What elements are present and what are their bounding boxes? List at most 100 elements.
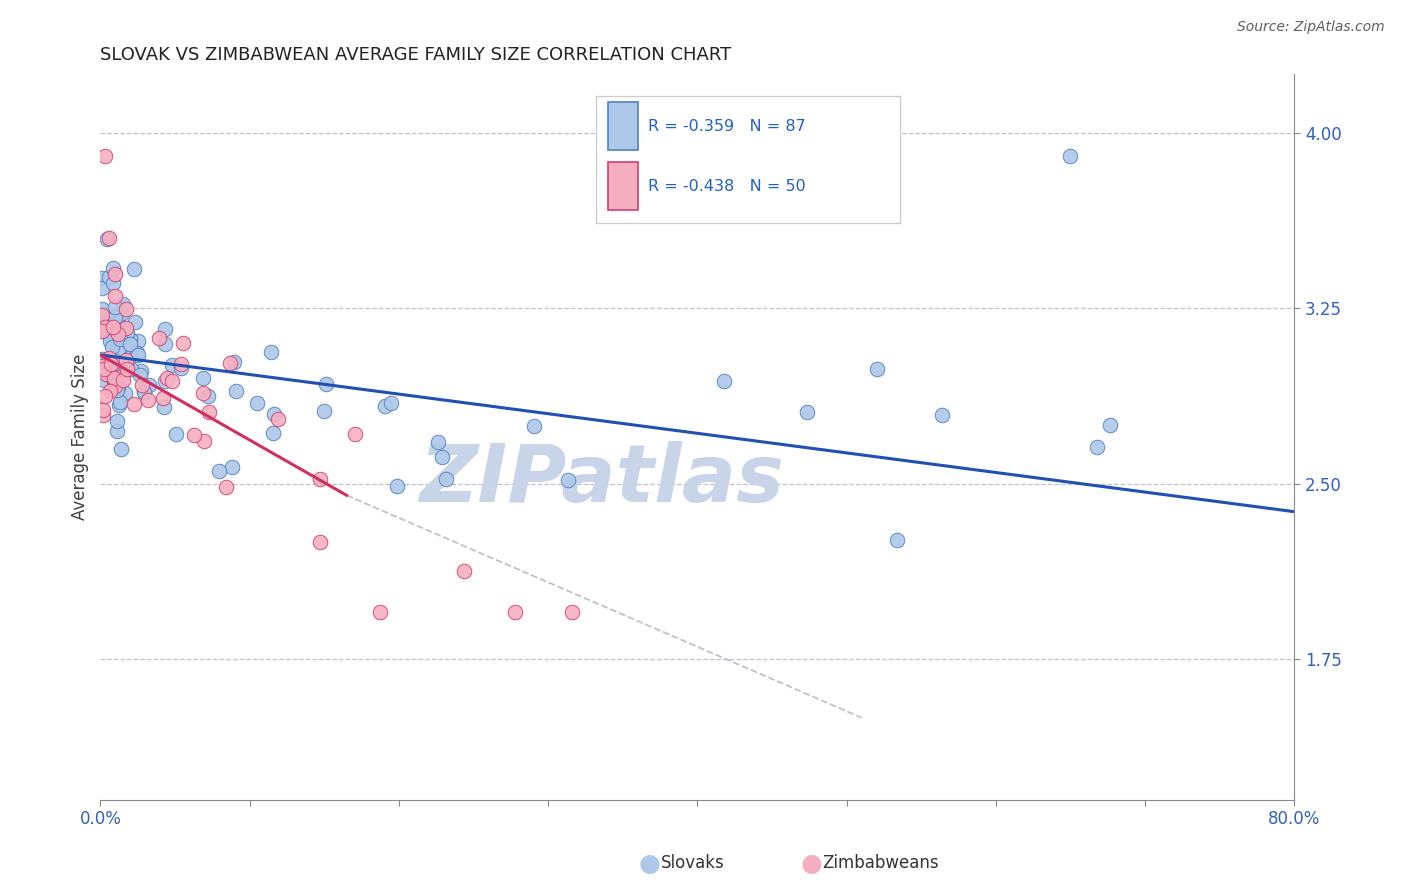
Text: SLOVAK VS ZIMBABWEAN AVERAGE FAMILY SIZE CORRELATION CHART: SLOVAK VS ZIMBABWEAN AVERAGE FAMILY SIZE… (100, 46, 731, 64)
Point (796, 405, 818, 419)
Point (120, 332, 142, 346)
Point (315, 376, 337, 391)
Point (153, 400, 176, 414)
Point (104, 353, 127, 368)
Point (368, 605, 391, 619)
Point (98, 351, 121, 365)
Point (100, 334, 122, 348)
Point (124, 262, 146, 277)
Point (93, 319, 115, 334)
Point (267, 411, 290, 425)
Point (308, 472, 330, 486)
Point (115, 320, 138, 334)
Point (153, 374, 176, 388)
Point (197, 404, 219, 418)
Point (100, 357, 122, 371)
Point (101, 340, 124, 354)
Point (262, 425, 284, 440)
Text: ●: ● (800, 852, 823, 875)
Point (221, 459, 243, 474)
Point (90, 351, 112, 366)
Text: Source: ZipAtlas.com: Source: ZipAtlas.com (1237, 20, 1385, 34)
Text: ●: ● (638, 852, 661, 875)
Point (1099, 418, 1122, 433)
Point (374, 400, 396, 414)
Point (148, 331, 170, 345)
Point (101, 261, 124, 276)
Point (104, 300, 127, 314)
Point (115, 361, 138, 376)
Point (94, 149, 117, 163)
Point (162, 358, 184, 372)
Point (120, 337, 142, 351)
Point (91, 281, 114, 295)
Point (125, 346, 148, 360)
Point (108, 317, 131, 331)
Point (110, 332, 132, 346)
Point (136, 392, 159, 407)
Point (124, 315, 146, 329)
Point (98, 270, 121, 285)
Point (114, 353, 136, 368)
Point (108, 398, 131, 412)
Point (103, 320, 125, 334)
Point (107, 327, 129, 342)
Point (138, 378, 160, 392)
Point (91, 359, 114, 373)
Point (387, 479, 409, 493)
Point (224, 354, 246, 368)
Point (263, 408, 285, 422)
Y-axis label: Average Family Size: Average Family Size (72, 353, 89, 520)
Point (91, 270, 114, 285)
Point (215, 480, 238, 494)
Point (309, 535, 332, 549)
Point (93, 361, 115, 376)
Point (90, 324, 112, 338)
Point (103, 365, 125, 379)
Point (105, 315, 128, 329)
Point (112, 296, 135, 310)
Point (105, 413, 128, 427)
Point (931, 408, 953, 422)
Point (112, 373, 135, 387)
Point (104, 267, 127, 281)
Point (453, 564, 475, 578)
Point (183, 428, 205, 442)
Point (246, 396, 269, 410)
Point (430, 450, 453, 465)
Point (156, 370, 179, 384)
Point (94, 368, 117, 382)
Point (101, 371, 124, 385)
Point (132, 384, 155, 398)
Point (114, 301, 136, 316)
Point (96, 232, 118, 246)
Point (96, 324, 118, 338)
Point (104, 379, 127, 393)
Point (127, 334, 149, 348)
Point (93, 373, 115, 387)
Point (96, 320, 118, 334)
Point (93, 409, 115, 423)
Point (98, 320, 121, 334)
Point (94, 316, 117, 330)
Point (104, 289, 127, 303)
Point (1085, 440, 1108, 454)
Point (103, 371, 125, 385)
Point (110, 442, 132, 457)
Point (105, 384, 128, 398)
Point (104, 310, 127, 324)
Point (122, 397, 145, 411)
Point (94, 389, 117, 403)
Point (101, 276, 124, 290)
Point (160, 374, 183, 388)
Point (107, 342, 129, 356)
Point (111, 306, 134, 320)
Point (1059, 149, 1081, 163)
Point (110, 395, 132, 409)
Point (127, 348, 149, 362)
Point (103, 374, 125, 388)
Point (132, 385, 155, 400)
Point (380, 396, 402, 410)
Point (97, 327, 120, 342)
Point (117, 326, 139, 341)
